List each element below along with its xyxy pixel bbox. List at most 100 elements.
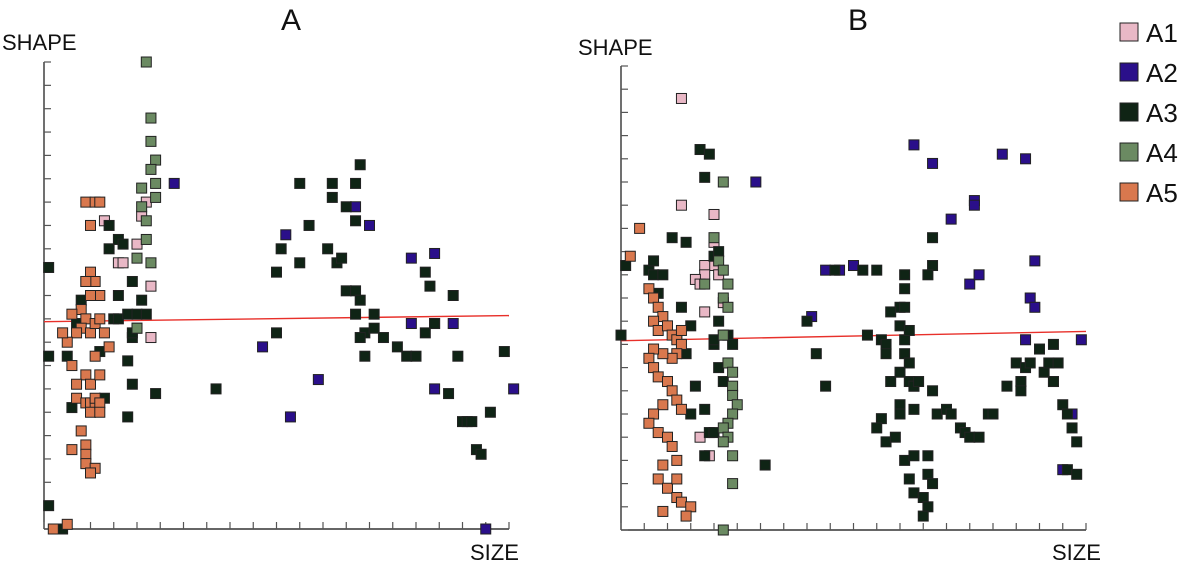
point-a2 — [284, 411, 296, 423]
point-a5 — [61, 336, 73, 348]
point-a3 — [945, 408, 957, 420]
point-a3 — [294, 177, 306, 189]
point-a3 — [727, 338, 739, 350]
point-a3 — [894, 320, 906, 332]
point-a5 — [89, 275, 101, 287]
point-a3 — [801, 315, 813, 327]
point-a5 — [652, 324, 664, 336]
point-a5 — [66, 360, 78, 372]
point-a3 — [43, 500, 55, 512]
point-a3 — [699, 403, 711, 415]
point-a2 — [1029, 255, 1041, 267]
point-a3 — [657, 269, 669, 281]
point-a3 — [648, 255, 660, 267]
panel-b-x-label: SIZE — [1052, 540, 1101, 562]
point-a3 — [43, 350, 55, 362]
point-a3 — [903, 473, 915, 485]
point-a3 — [424, 280, 436, 292]
point-a4 — [717, 264, 729, 276]
point-a3 — [903, 357, 915, 369]
point-a5 — [624, 250, 636, 262]
point-a4 — [727, 408, 739, 420]
point-a5 — [71, 378, 83, 390]
point-a3 — [103, 243, 115, 255]
point-a3 — [875, 413, 887, 425]
point-a3 — [122, 411, 134, 423]
point-a5 — [648, 408, 660, 420]
point-a3 — [350, 177, 362, 189]
point-a2 — [429, 247, 441, 259]
point-a3 — [368, 308, 380, 320]
panel-b-title: B — [848, 4, 868, 37]
point-a2 — [968, 199, 980, 211]
point-a3 — [922, 468, 934, 480]
legend-label-a5: A5 — [1146, 178, 1178, 208]
point-a3 — [140, 308, 152, 320]
point-a2 — [964, 278, 976, 290]
point-a5 — [85, 266, 96, 278]
point-a4 — [140, 56, 152, 68]
point-a5 — [652, 301, 664, 313]
point-a2 — [312, 374, 324, 386]
point-a2 — [350, 201, 362, 213]
point-a3 — [908, 487, 920, 499]
point-a5 — [80, 313, 92, 325]
point-a5 — [61, 518, 73, 530]
point-a3 — [759, 459, 771, 471]
point-a4 — [150, 177, 162, 189]
point-a3 — [894, 408, 906, 420]
point-a3 — [699, 171, 711, 183]
point-a3 — [927, 260, 939, 272]
point-a3 — [326, 191, 338, 203]
point-a3 — [75, 294, 87, 306]
point-a3 — [699, 450, 711, 462]
point-a3 — [899, 454, 911, 466]
point-a5 — [80, 439, 92, 451]
point-a3 — [61, 350, 73, 362]
point-a3 — [210, 383, 222, 395]
point-a3 — [899, 348, 911, 360]
point-a3 — [112, 290, 124, 301]
point-a5 — [671, 454, 683, 466]
point-a3 — [713, 362, 725, 374]
point-a4 — [150, 191, 162, 203]
point-a5 — [71, 327, 83, 339]
point-a5 — [666, 352, 678, 364]
point-a3 — [271, 327, 282, 339]
point-a3 — [1038, 366, 1050, 378]
point-a4 — [717, 176, 729, 188]
point-a5 — [662, 431, 673, 443]
point-a5 — [80, 448, 92, 460]
point-a3 — [498, 346, 510, 358]
point-a5 — [634, 222, 646, 234]
panel-b-trend-line — [620, 330, 1087, 342]
point-a3 — [615, 329, 627, 341]
panel-a-x-label: SIZE — [470, 540, 519, 562]
point-a5 — [648, 292, 660, 304]
panel-a: A SHAPE SIZE — [2, 4, 520, 562]
point-a3 — [1001, 380, 1013, 392]
point-a3 — [871, 422, 883, 434]
point-a1 — [708, 208, 720, 220]
point-a3 — [917, 510, 929, 522]
point-a3 — [429, 318, 441, 330]
point-a3 — [666, 232, 678, 244]
point-a4 — [136, 201, 148, 213]
point-a3 — [685, 408, 697, 420]
point-a4 — [727, 366, 739, 378]
legend-swatch-a3 — [1119, 102, 1139, 122]
point-a2 — [168, 177, 180, 189]
point-a3 — [908, 403, 920, 415]
point-a3 — [1024, 357, 1036, 369]
point-a3 — [410, 350, 422, 362]
point-a2 — [848, 260, 859, 272]
point-a3 — [713, 315, 725, 327]
point-a5 — [685, 501, 697, 513]
point-a3 — [829, 264, 841, 276]
point-a3 — [340, 201, 352, 213]
point-a3 — [326, 177, 338, 189]
point-a5 — [657, 348, 669, 360]
point-a2 — [1029, 301, 1041, 313]
point-a3 — [122, 355, 134, 367]
point-a3 — [894, 366, 906, 378]
